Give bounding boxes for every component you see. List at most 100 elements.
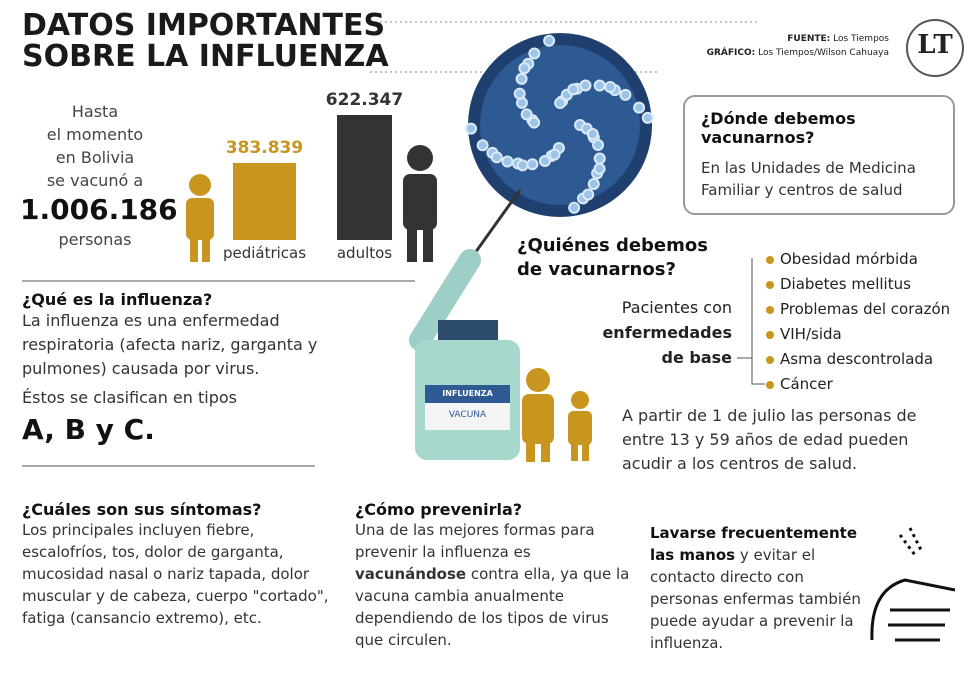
- bar: [337, 115, 392, 240]
- virus-spike: [518, 160, 528, 170]
- virus-spike: [569, 203, 579, 213]
- condition-item: Obesidad mórbida: [766, 247, 950, 272]
- virus-spike: [492, 152, 502, 162]
- virus-spike: [568, 84, 578, 94]
- patients-line: enfermedades: [560, 320, 732, 345]
- types: A, B y C.: [22, 413, 352, 446]
- symptoms: ¿Cuáles son sus síntomas? Los principale…: [22, 500, 342, 629]
- patients-line: Pacientes con: [560, 295, 732, 320]
- unit: personas: [20, 228, 170, 251]
- answer: En las Unidades de Medicina Familiar y c…: [701, 157, 937, 201]
- virus-spike: [595, 154, 605, 164]
- virus-spike: [593, 140, 603, 150]
- question: ¿Qué es la influenza?: [22, 290, 352, 309]
- bracket: [737, 258, 765, 384]
- virus-spike: [544, 36, 554, 46]
- virus-spike: [466, 124, 476, 134]
- patients-line: de base: [560, 345, 732, 370]
- source-label: FUENTE:: [787, 34, 830, 44]
- infographic: 383.839 pediátricas 622.347 adultos DATOS I…: [0, 0, 971, 681]
- adult-figure: [403, 145, 437, 262]
- logo: LT: [907, 30, 963, 60]
- condition: VIH/sida: [780, 325, 842, 343]
- virus-spike: [588, 129, 598, 139]
- category-label: adultos: [337, 244, 392, 262]
- bullet: [766, 331, 774, 339]
- conditions: Obesidad mórbida Diabetes mellitus Problem…: [766, 247, 950, 397]
- virus-spike: [583, 190, 593, 200]
- graphic: Los Tiempos/Wilson Cahuaya: [758, 48, 889, 58]
- condition: Cáncer: [780, 375, 833, 393]
- title-line: DATOS IMPORTANTES: [22, 10, 389, 41]
- vial-label: VACUNA: [425, 410, 510, 420]
- prevent: ¿Cómo prevenirla? Una de las mejores for…: [355, 500, 635, 651]
- text: Los principales incluyen fiebre, escalof…: [22, 519, 342, 629]
- virus-spike: [529, 48, 539, 58]
- vaccinated: Hasta el momento en Bolivia se vacunó a …: [20, 100, 170, 251]
- virus-spike: [517, 74, 527, 84]
- hands: Lavarse frecuentemente las manos y evita…: [650, 522, 870, 654]
- emphasis: vacunándose: [355, 565, 466, 583]
- bullet: [766, 356, 774, 364]
- virus: [466, 33, 653, 217]
- source: Los Tiempos: [833, 34, 889, 44]
- title-line: SOBRE LA INFLUENZA: [22, 41, 389, 72]
- intro-line: el momento: [20, 123, 170, 146]
- intro-line: en Bolivia: [20, 146, 170, 169]
- patients: Pacientes con enfermedades de base: [560, 295, 732, 370]
- condition: Asma descontrolada: [780, 350, 933, 368]
- intro-line: Hasta: [20, 100, 170, 123]
- virus-spike: [605, 82, 615, 92]
- virus-spike: [519, 63, 529, 73]
- condition-item: Asma descontrolada: [766, 347, 950, 372]
- virus-spike: [529, 118, 539, 128]
- condition: Obesidad mórbida: [780, 250, 918, 268]
- where-box: ¿Dónde debemos vacunarnos? En las Unidad…: [683, 95, 955, 215]
- text: La influenza es una enfermedad respirato…: [22, 309, 352, 381]
- vial-brand: INFLUENZA: [425, 389, 510, 398]
- condition-item: Cáncer: [766, 372, 950, 397]
- total: 1.006.186: [20, 192, 170, 228]
- condition: Diabetes mellitus: [780, 275, 911, 293]
- condition-item: Problemas del corazón: [766, 297, 950, 322]
- condition: Problemas del corazón: [780, 300, 950, 318]
- virus-spike: [502, 157, 512, 167]
- hands-icon: [872, 528, 955, 640]
- virus-spike: [595, 164, 605, 174]
- bullet: [766, 256, 774, 264]
- value-label: 383.839: [226, 138, 303, 158]
- virus-spike: [643, 113, 653, 123]
- question: ¿Quiénes debemos de vacunarnos?: [517, 234, 732, 282]
- virus-spike: [522, 109, 532, 119]
- bar: [233, 163, 296, 240]
- virus-spike: [634, 103, 644, 113]
- bullet: [766, 306, 774, 314]
- virus-spike: [580, 80, 590, 90]
- credits: FUENTE: Los Tiempos GRÁFICO: Los Tiempos…: [707, 32, 889, 60]
- virus-spike: [589, 179, 599, 189]
- virus-spike: [478, 140, 488, 150]
- note: A partir de 1 de julio las personas de e…: [622, 404, 952, 476]
- question: ¿Cuáles son sus síntomas?: [22, 500, 342, 519]
- virus-spike: [515, 89, 525, 99]
- text: Una de las mejores formas para prevenir …: [355, 521, 595, 561]
- virus-spike: [595, 81, 605, 91]
- virus-spike: [620, 90, 630, 100]
- question: ¿Dónde debemos vacunarnos?: [701, 109, 871, 147]
- question: ¿Cómo prevenirla?: [355, 500, 635, 519]
- value-label: 622.347: [326, 90, 403, 110]
- types-intro: Éstos se clasifican en tipos: [22, 387, 352, 409]
- category-label: pediátricas: [223, 244, 306, 262]
- elderly-figures: [522, 368, 592, 462]
- condition-item: VIH/sida: [766, 322, 950, 347]
- virus-spike: [527, 159, 537, 169]
- graphic-label: GRÁFICO:: [707, 48, 756, 58]
- child-figure: [186, 174, 214, 262]
- bullet: [766, 281, 774, 289]
- what: ¿Qué es la influenza? La influenza es un…: [22, 290, 352, 446]
- virus-spike: [555, 98, 565, 108]
- intro-line: se vacunó a: [20, 169, 170, 192]
- virus-spike: [550, 150, 560, 160]
- virus-spike: [540, 156, 550, 166]
- condition-item: Diabetes mellitus: [766, 272, 950, 297]
